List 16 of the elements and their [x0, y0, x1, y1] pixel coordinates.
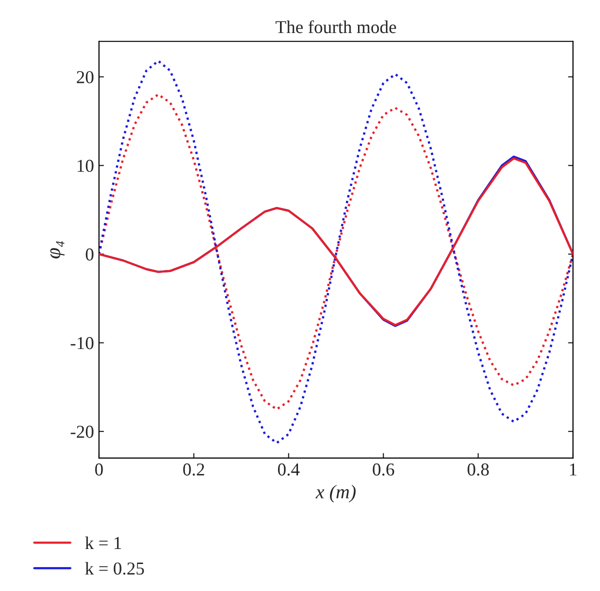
y-tick-label: 20: [76, 71, 94, 84]
legend-label: k = 0.25: [85, 562, 144, 575]
x-axis-title: x (m): [316, 484, 356, 502]
y-tick-label: 0: [86, 248, 94, 261]
x-tick-label: 0: [95, 463, 103, 476]
x-tick-label: 0.2: [183, 463, 204, 476]
legend-label: k = 1: [85, 536, 121, 549]
y-tick-label: 10: [78, 160, 94, 172]
y-axis-title: φ₄: [50, 241, 65, 258]
y-tick-label: -20: [70, 426, 94, 438]
x-tick-label: 0.8: [468, 463, 489, 476]
x-tick-label: 0.4: [278, 463, 300, 476]
chart-title: The fourth mode: [276, 20, 396, 34]
x-tick-label: 1: [570, 463, 576, 476]
x-tick-label: 0.6: [372, 463, 394, 476]
y-tick-label: -10: [70, 337, 94, 350]
